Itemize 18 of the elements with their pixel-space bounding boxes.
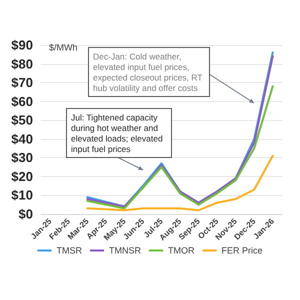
legend-label: FER Price	[221, 246, 263, 256]
y-tick-label: $20	[11, 168, 33, 184]
y-tick-label: $40	[11, 131, 33, 146]
line-series	[86, 154, 274, 212]
y-tick-label: $80	[11, 56, 33, 72]
legend-label: TMOR	[168, 246, 195, 256]
annotation: Jul: Tightened capacity during hot weather and elevated loads; elevated input fuel prices	[71, 112, 166, 154]
y-tick-label: $30	[11, 150, 33, 166]
y-tick-label: $60	[11, 94, 33, 109]
y-tick-label: $0	[18, 206, 33, 222]
y-tick-label: $50	[11, 112, 33, 128]
legend-label: TMNSR	[109, 246, 142, 256]
y-tick-label: $90	[11, 38, 33, 52]
annotation: Dec-Jan: Cold weather, elevated input fuel prices, expected closeout prices, RT hub volatility and offer costs	[93, 51, 205, 93]
legend-label: TMSR	[56, 246, 82, 256]
y-tick-label: $10	[11, 188, 33, 203]
y-axis-title: $/MWh	[49, 42, 78, 52]
y-tick-label: $70	[11, 75, 33, 90]
